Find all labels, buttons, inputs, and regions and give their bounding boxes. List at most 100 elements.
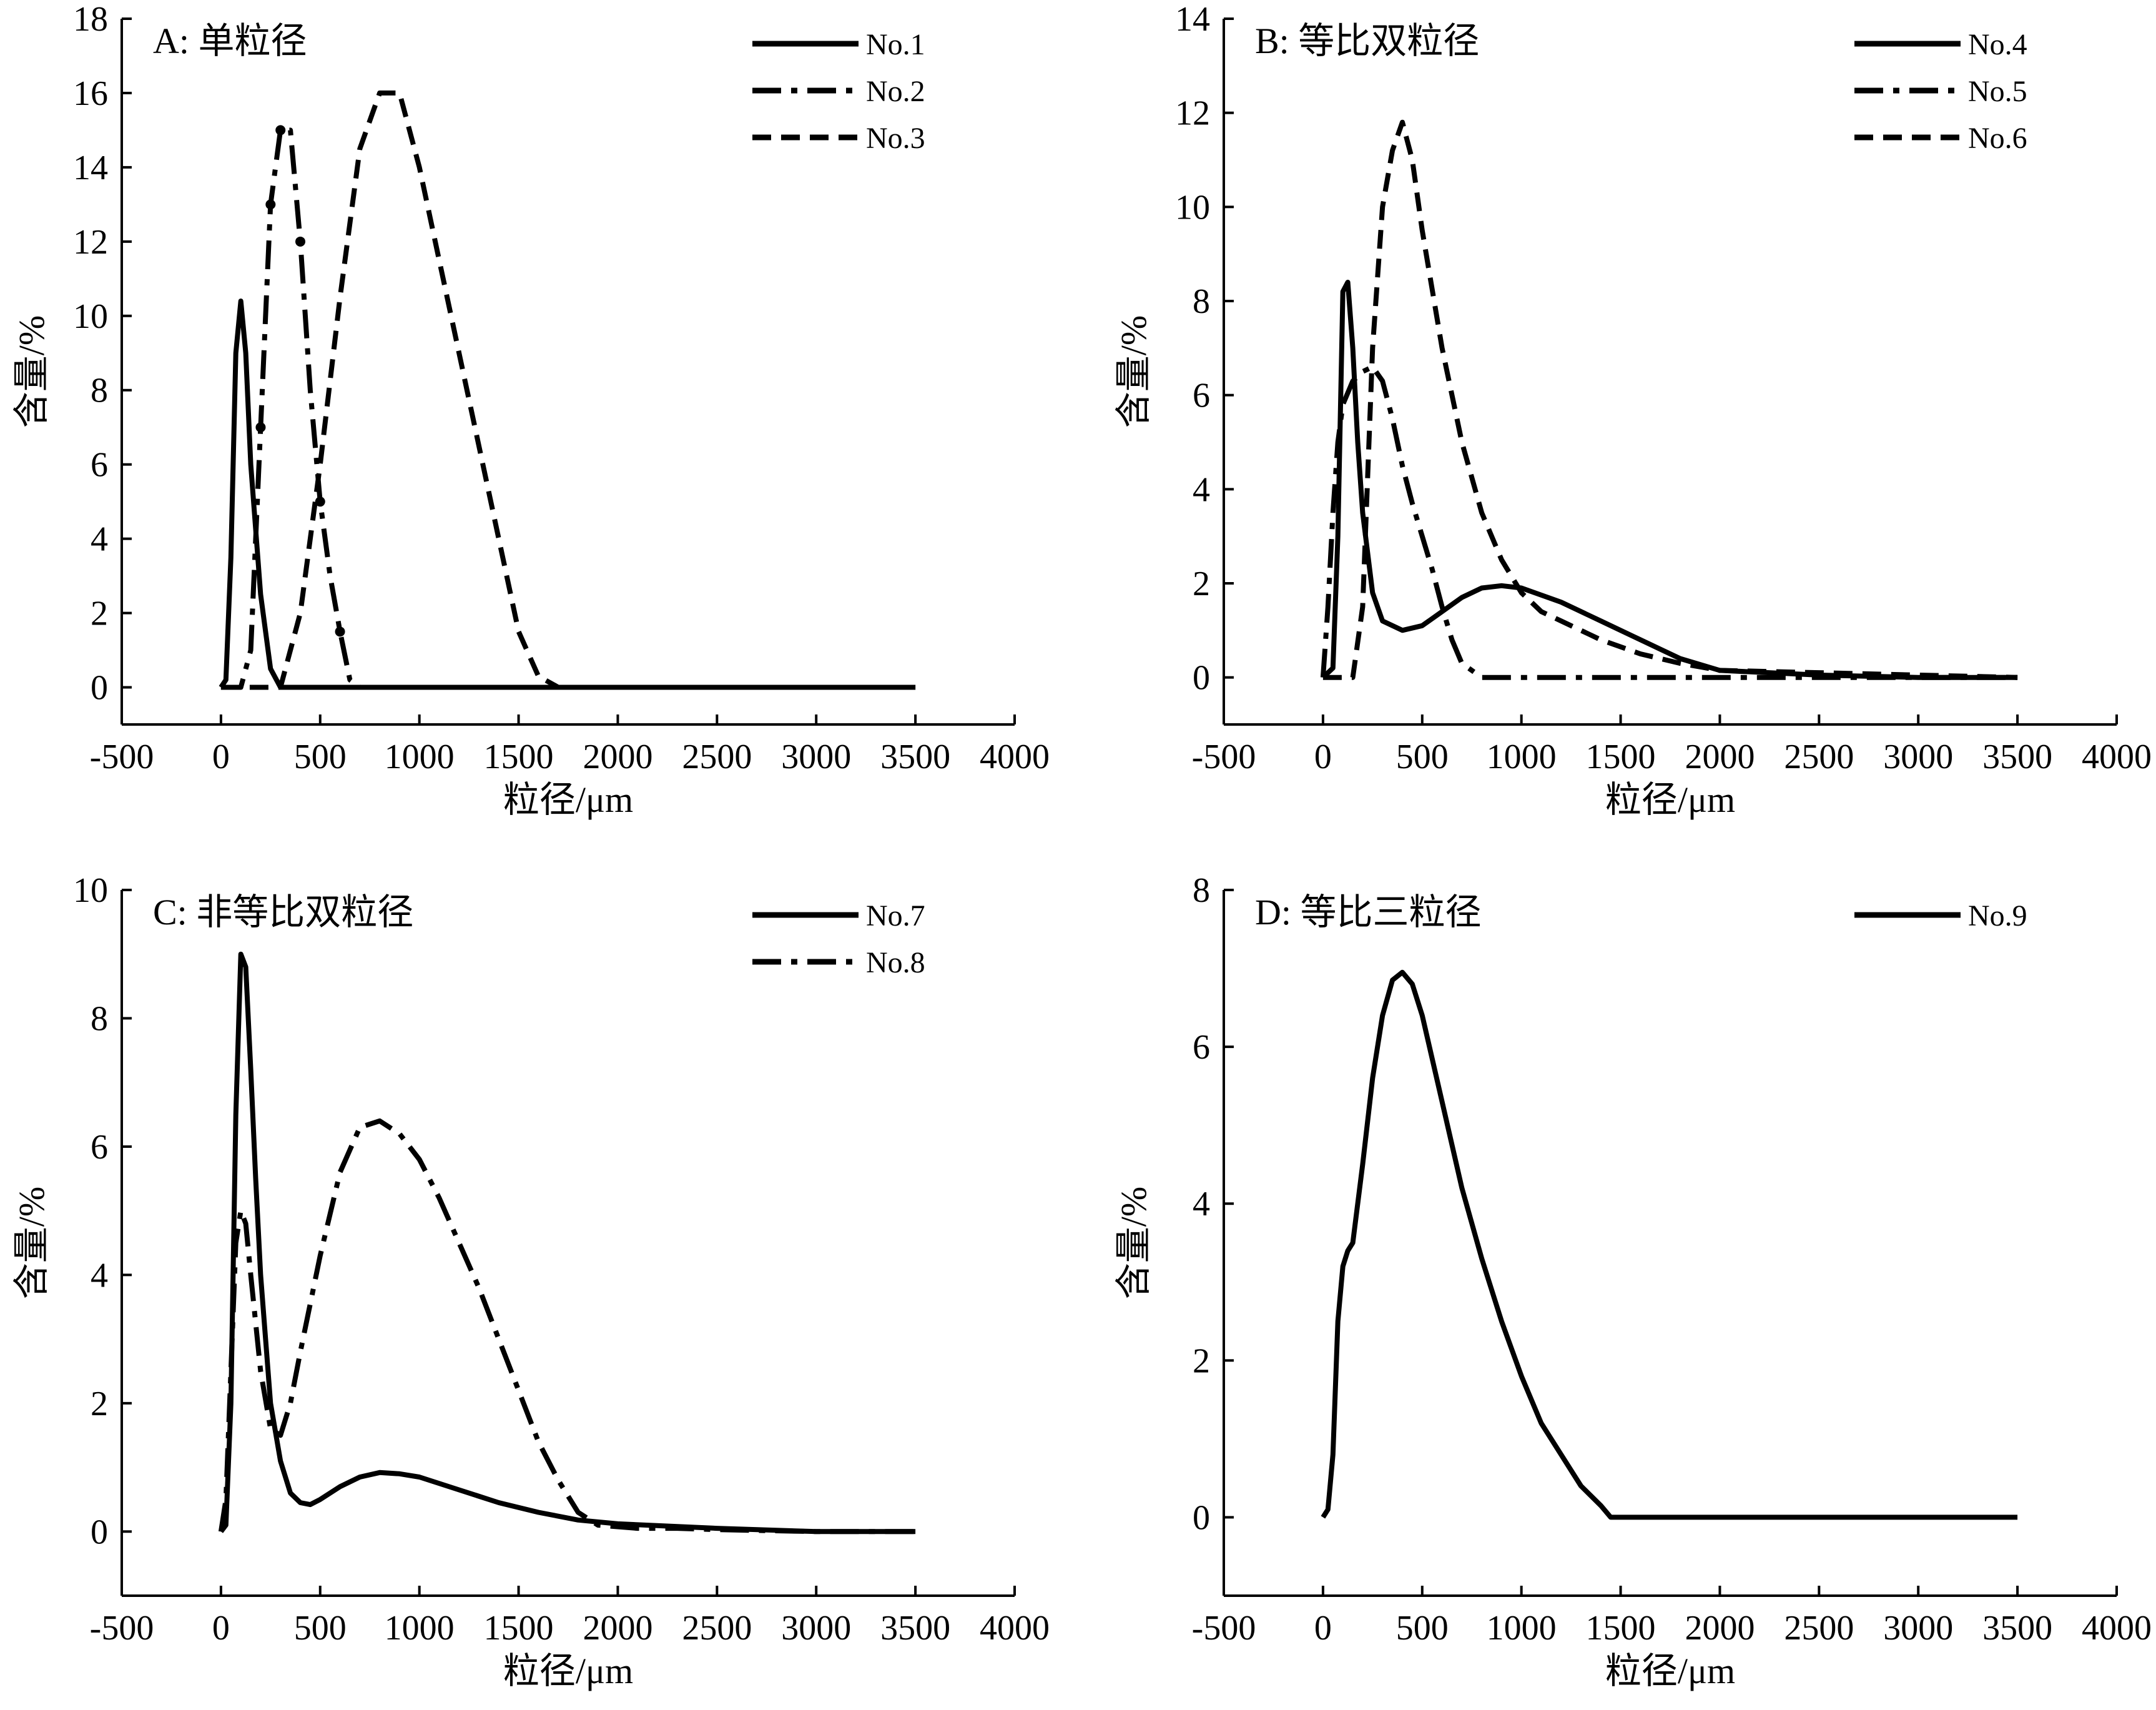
series-line-no1 — [219, 299, 916, 690]
x-tick-label: 500 — [294, 1609, 347, 1648]
y-tick-label: 2 — [91, 1385, 108, 1423]
x-tick-label: 1000 — [385, 1609, 455, 1648]
x-tick-label: 3000 — [1883, 1609, 1953, 1648]
y-axis-label: 含量/% — [1113, 315, 1154, 428]
x-tick-label: 1500 — [1586, 738, 1656, 776]
legend-label: No.2 — [866, 75, 925, 108]
y-axis-label: 含量/% — [1113, 1187, 1154, 1299]
x-tick-label: 500 — [1396, 738, 1449, 776]
x-tick-label: 4000 — [980, 738, 1050, 776]
x-tick-label: 0 — [212, 1609, 230, 1648]
x-axis-label: 粒径/μm — [1605, 1651, 1735, 1691]
x-tick-label: 500 — [294, 738, 347, 776]
x-tick-label: 1000 — [1487, 738, 1557, 776]
x-tick-label: 2000 — [1685, 738, 1755, 776]
x-tick-label: 2500 — [1784, 738, 1854, 776]
x-tick-label: 3500 — [880, 738, 950, 776]
panel-title: D: 等比三粒径 — [1255, 892, 1482, 932]
y-tick-label: 0 — [91, 669, 108, 708]
x-tick-label: 3500 — [1982, 738, 2052, 776]
y-tick-label: 0 — [1193, 1498, 1210, 1537]
panel-title: A: 单粒径 — [153, 21, 307, 61]
series-line-no7 — [219, 951, 916, 1535]
y-tick-label: 10 — [73, 297, 108, 336]
x-tick-label: 500 — [1396, 1609, 1449, 1648]
y-tick-label: 10 — [73, 871, 108, 910]
chart-panel-d: -500 0 500 1000 1500 2000 2500 3000 3500 4000 0 2 4 6… — [1113, 871, 2152, 1691]
x-tick-label: 0 — [1314, 738, 1332, 776]
x-tick-label: 4000 — [980, 1609, 1050, 1648]
x-tick-label: 4000 — [2082, 1609, 2152, 1648]
chart-panel-b: -500 0 500 1000 1500 2000 2500 3000 3500 4000 0 2 4 6… — [1113, 0, 2152, 820]
y-axis-label: 含量/% — [11, 315, 52, 428]
x-axis-label: 粒径/μm — [503, 779, 633, 820]
chart-panel-c: -500 0 500 1000 1500 2000 2500 3000 3500 4000 0 2 4 6… — [11, 871, 1050, 1691]
x-tick-label: 3000 — [781, 1609, 851, 1648]
y-tick-label: 0 — [1193, 659, 1210, 698]
legend-label: No.8 — [866, 946, 925, 979]
x-tick-label: -500 — [90, 738, 154, 776]
x-tick-label: -500 — [1192, 1609, 1256, 1648]
y-tick-label: 10 — [1175, 188, 1210, 227]
y-tick-label: 8 — [91, 999, 108, 1038]
y-tick-label: 8 — [1193, 282, 1210, 321]
y-tick-label: 0 — [91, 1513, 108, 1551]
y-tick-label: 4 — [1193, 1185, 1210, 1223]
x-tick-label: 2000 — [583, 1609, 652, 1648]
y-tick-label: 6 — [91, 446, 108, 485]
y-tick-label: 2 — [91, 595, 108, 633]
x-tick-label: 1500 — [484, 738, 554, 776]
x-tick-label: 2500 — [1784, 1609, 1854, 1648]
series-line-no4 — [1321, 279, 2018, 680]
panel-title: B: 等比双粒径 — [1255, 21, 1479, 61]
x-tick-label: 4000 — [2082, 738, 2152, 776]
y-tick-label: 4 — [91, 1256, 108, 1295]
x-tick-label: 2500 — [682, 1609, 752, 1648]
x-tick-label: 2500 — [682, 738, 752, 776]
y-tick-label: 8 — [1193, 871, 1210, 910]
x-tick-label: 0 — [1314, 1609, 1332, 1648]
y-axis-label: 含量/% — [11, 1187, 52, 1299]
y-tick-label: 18 — [73, 0, 108, 39]
x-tick-label: 3000 — [1883, 738, 1953, 776]
legend-label: No.3 — [866, 122, 925, 155]
x-tick-label: -500 — [1192, 738, 1256, 776]
y-tick-label: 2 — [1193, 1342, 1210, 1380]
x-tick-label: 0 — [212, 738, 230, 776]
series-line-no9 — [1321, 969, 2018, 1520]
x-tick-label: 1500 — [1586, 1609, 1656, 1648]
series-line-no3 — [220, 90, 916, 690]
legend-label: No.5 — [1968, 75, 2027, 108]
y-tick-label: 12 — [1175, 94, 1210, 133]
y-tick-label: 8 — [91, 372, 108, 410]
series-point — [275, 125, 286, 136]
x-tick-label: 2000 — [1685, 1609, 1755, 1648]
series-point — [255, 422, 266, 433]
x-tick-label: 2000 — [583, 738, 652, 776]
y-tick-label: 14 — [1175, 0, 1210, 39]
x-tick-label: 1000 — [385, 738, 455, 776]
legend-label: No.4 — [1968, 28, 2027, 61]
y-tick-label: 14 — [73, 149, 108, 187]
y-tick-label: 4 — [1193, 470, 1210, 509]
chart-panel-a: -500 0 500 1000 1500 2000 2500 3000 3500 4000 0 2 4 6… — [11, 0, 1050, 820]
series-point — [265, 199, 276, 210]
y-tick-label: 6 — [91, 1128, 108, 1167]
x-tick-label: 3500 — [880, 1609, 950, 1648]
y-tick-label: 2 — [1193, 565, 1210, 603]
y-tick-label: 4 — [91, 520, 108, 559]
legend-label: No.6 — [1968, 122, 2027, 155]
series-line-no8 — [218, 1118, 916, 1535]
y-tick-label: 16 — [73, 74, 108, 113]
legend-label: No.1 — [866, 28, 925, 61]
x-axis-label: 粒径/μm — [1605, 779, 1735, 820]
y-tick-label: 6 — [1193, 377, 1210, 415]
x-tick-label: 1500 — [484, 1609, 554, 1648]
x-tick-label: 1000 — [1487, 1609, 1557, 1648]
series-line-no6 — [1322, 119, 2018, 680]
series-point — [335, 626, 345, 637]
x-tick-label: 3000 — [781, 738, 851, 776]
legend-label: No.7 — [866, 899, 925, 932]
series-line-no5 — [1320, 364, 2018, 680]
